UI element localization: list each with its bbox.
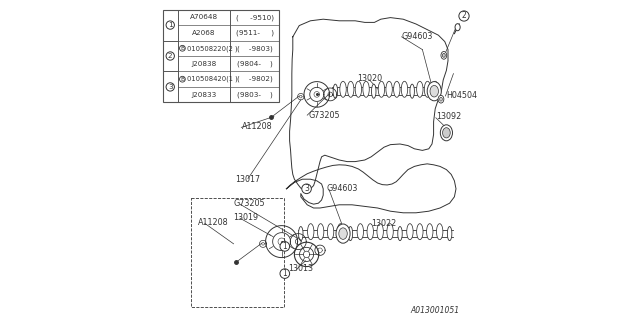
Ellipse shape: [340, 81, 346, 97]
Ellipse shape: [363, 81, 369, 97]
Ellipse shape: [386, 81, 392, 97]
Circle shape: [280, 269, 290, 278]
Text: 2: 2: [168, 53, 173, 59]
Text: J20838: J20838: [191, 61, 216, 67]
Text: 13013: 13013: [288, 264, 313, 273]
Ellipse shape: [417, 81, 423, 97]
Text: 010508420(1 ): 010508420(1 ): [187, 76, 237, 83]
Ellipse shape: [394, 81, 400, 97]
Circle shape: [166, 21, 174, 29]
Bar: [191, 198, 284, 307]
Text: 3: 3: [168, 84, 173, 90]
Ellipse shape: [440, 125, 452, 141]
Circle shape: [166, 52, 174, 60]
Ellipse shape: [427, 224, 433, 240]
Ellipse shape: [377, 224, 383, 240]
Text: 3: 3: [304, 184, 309, 193]
Ellipse shape: [443, 128, 451, 138]
Ellipse shape: [357, 224, 364, 240]
Ellipse shape: [410, 84, 415, 98]
Bar: [163, 10, 280, 102]
Ellipse shape: [378, 81, 385, 97]
Ellipse shape: [348, 81, 354, 97]
Text: 13020: 13020: [357, 74, 382, 83]
Ellipse shape: [387, 224, 393, 240]
Circle shape: [280, 242, 290, 251]
Text: B: B: [180, 77, 184, 82]
Ellipse shape: [438, 95, 444, 103]
Text: B: B: [180, 46, 184, 51]
Ellipse shape: [440, 97, 442, 101]
Ellipse shape: [447, 227, 452, 241]
Text: 1: 1: [282, 242, 287, 251]
Ellipse shape: [398, 227, 403, 241]
Text: A11208: A11208: [242, 122, 272, 131]
Ellipse shape: [367, 224, 374, 240]
Text: 2: 2: [461, 12, 467, 20]
Ellipse shape: [455, 24, 460, 31]
Circle shape: [459, 11, 469, 21]
Text: G73205: G73205: [234, 199, 265, 208]
Ellipse shape: [441, 52, 447, 59]
Ellipse shape: [328, 224, 334, 240]
Text: (    -9803): ( -9803): [237, 45, 273, 52]
Text: (9511-     ): (9511- ): [236, 29, 273, 36]
Ellipse shape: [417, 224, 423, 240]
Text: 13019: 13019: [234, 213, 259, 222]
Ellipse shape: [371, 84, 376, 98]
Ellipse shape: [424, 81, 431, 97]
Text: (9803-    ): (9803- ): [237, 92, 273, 98]
Text: A11208: A11208: [198, 218, 229, 227]
Ellipse shape: [430, 85, 438, 97]
Circle shape: [166, 83, 174, 91]
Circle shape: [302, 184, 312, 194]
Text: G73205: G73205: [309, 111, 340, 120]
Text: H04504: H04504: [447, 92, 477, 100]
Text: G94603: G94603: [402, 32, 433, 41]
Text: A2068: A2068: [192, 30, 216, 36]
Text: 1: 1: [282, 269, 287, 278]
Text: 13017: 13017: [236, 175, 260, 184]
Text: 13092: 13092: [436, 112, 461, 121]
Text: A70648: A70648: [190, 14, 218, 20]
Text: J20833: J20833: [191, 92, 216, 98]
Ellipse shape: [298, 227, 303, 241]
Ellipse shape: [436, 224, 443, 240]
Ellipse shape: [355, 81, 362, 97]
Ellipse shape: [401, 81, 408, 97]
Text: (9804-    ): (9804- ): [237, 60, 273, 67]
Ellipse shape: [336, 224, 350, 243]
Text: (    -9802): ( -9802): [237, 76, 273, 83]
Ellipse shape: [317, 224, 324, 240]
Text: 010508220(2 ): 010508220(2 ): [187, 45, 237, 52]
Text: (     -9510): ( -9510): [236, 14, 273, 20]
Text: 13022: 13022: [371, 220, 396, 228]
Ellipse shape: [308, 224, 314, 240]
Text: 1: 1: [168, 22, 173, 28]
Ellipse shape: [432, 81, 438, 97]
Ellipse shape: [407, 224, 413, 240]
Text: A013001051: A013001051: [411, 306, 460, 315]
Ellipse shape: [442, 53, 445, 57]
Ellipse shape: [337, 224, 344, 240]
Ellipse shape: [339, 228, 348, 239]
Ellipse shape: [428, 82, 442, 101]
Ellipse shape: [348, 227, 353, 241]
Text: G94603: G94603: [326, 184, 358, 193]
Ellipse shape: [333, 84, 338, 98]
